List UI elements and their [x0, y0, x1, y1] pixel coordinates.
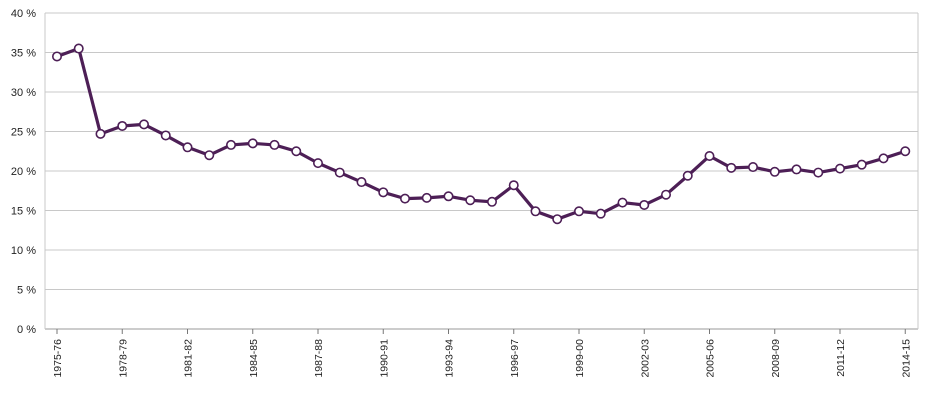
data-point — [573, 206, 584, 217]
data-point — [769, 166, 780, 177]
data-point — [726, 162, 737, 173]
x-tick-label: 1996-97 — [509, 339, 521, 378]
x-axis-tick-labels: 1975-76 1978-79 1981-82 1984-85 1987-88 1990-… — [52, 329, 912, 378]
data-point — [356, 177, 367, 188]
x-tick-label: 2002-03 — [639, 339, 651, 378]
data-point — [73, 43, 84, 54]
x-tick-label: 1984-85 — [248, 339, 260, 378]
data-point — [617, 197, 628, 208]
x-tick-label: 1987-88 — [313, 339, 325, 378]
series-markers — [51, 43, 911, 225]
data-point — [791, 164, 802, 175]
y-tick-label: 0 % — [17, 324, 36, 336]
data-point — [878, 153, 889, 164]
y-tick-label: 30 % — [11, 87, 36, 99]
x-tick-label: 1990-91 — [378, 339, 390, 378]
y-tick-label: 35 % — [11, 48, 36, 60]
data-point — [595, 208, 606, 219]
data-point — [508, 180, 519, 191]
data-point — [443, 191, 454, 202]
data-point — [51, 51, 62, 62]
x-tick-label: 1999-00 — [574, 339, 586, 378]
data-point — [856, 159, 867, 170]
data-point — [834, 163, 845, 174]
data-point — [204, 150, 215, 161]
data-point — [682, 170, 693, 181]
x-tick-label: 2011-12 — [835, 339, 847, 377]
series-line — [56, 46, 906, 221]
x-tick-label: 1993-94 — [444, 339, 456, 378]
y-tick-label: 20 % — [11, 166, 36, 178]
y-tick-label: 5 % — [17, 285, 36, 297]
data-point — [747, 162, 758, 173]
data-point — [160, 130, 171, 141]
data-point — [247, 138, 258, 149]
data-point — [465, 195, 476, 206]
x-tick-label: 2008-09 — [770, 339, 782, 378]
data-point — [486, 196, 497, 207]
data-point — [291, 146, 302, 157]
data-point — [552, 214, 563, 225]
data-point — [182, 142, 193, 153]
data-point — [378, 187, 389, 198]
data-point — [95, 128, 106, 139]
data-point — [312, 158, 323, 169]
x-tick-label: 1975-76 — [52, 339, 64, 378]
y-tick-label: 25 % — [11, 127, 36, 139]
x-tick-label: 2005-06 — [705, 339, 717, 378]
data-point — [639, 199, 650, 210]
data-point — [421, 192, 432, 203]
data-point — [226, 139, 237, 150]
x-tick-label: 2014-15 — [900, 339, 912, 378]
data-point — [399, 193, 410, 204]
data-point — [704, 150, 715, 161]
data-point — [334, 167, 345, 178]
data-point — [117, 120, 128, 131]
y-tick-label: 15 % — [11, 206, 36, 218]
data-point — [269, 139, 280, 150]
y-tick-label: 40 % — [11, 8, 36, 20]
series-line-group — [56, 46, 906, 221]
y-axis-tick-labels: 0 % 5 % 10 % 15 % 20 % 25 % 30 % 35 % 40 % — [11, 8, 36, 336]
data-point — [139, 119, 150, 130]
x-tick-label: 1981-82 — [183, 339, 195, 378]
gridlines — [44, 12, 919, 330]
y-tick-label: 10 % — [11, 245, 36, 257]
data-point — [900, 146, 911, 157]
data-point — [813, 167, 824, 178]
data-point — [660, 189, 671, 200]
x-tick-label: 1978-79 — [117, 339, 129, 378]
data-point — [530, 206, 541, 217]
